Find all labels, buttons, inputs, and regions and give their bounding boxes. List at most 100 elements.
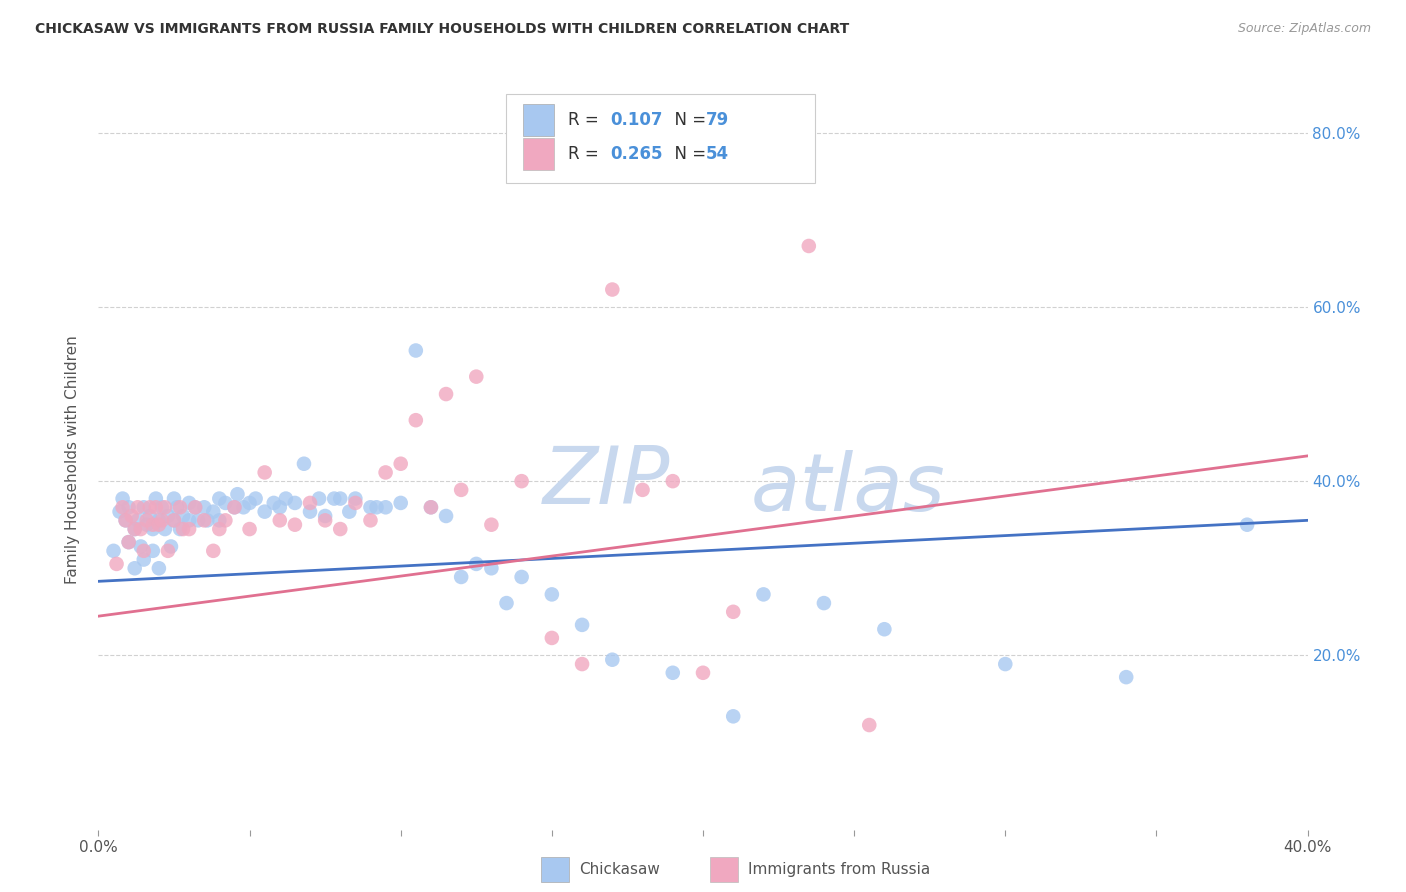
Point <box>374 500 396 515</box>
Point <box>139 500 162 515</box>
Point <box>873 622 896 636</box>
Point <box>571 618 593 632</box>
Point <box>723 709 745 723</box>
Point <box>540 631 562 645</box>
Point <box>179 496 201 510</box>
Point <box>202 544 225 558</box>
Point <box>239 522 262 536</box>
Point <box>495 596 517 610</box>
Y-axis label: Family Households with Children: Family Households with Children <box>65 335 80 583</box>
Point <box>299 505 322 519</box>
Point <box>187 513 209 527</box>
Point <box>797 239 820 253</box>
Point <box>129 522 152 536</box>
Point <box>111 500 134 515</box>
Point <box>253 505 276 519</box>
Point <box>118 500 141 515</box>
Point <box>269 500 291 515</box>
Point <box>752 587 775 601</box>
Point <box>148 517 170 532</box>
Point <box>389 496 412 510</box>
Point <box>142 544 165 558</box>
Point <box>434 387 457 401</box>
Point <box>111 491 134 506</box>
Point <box>132 500 155 515</box>
Point <box>148 561 170 575</box>
Point <box>510 570 533 584</box>
Point <box>202 505 225 519</box>
Point <box>208 491 231 506</box>
Text: N =: N = <box>664 112 711 129</box>
Point <box>150 513 173 527</box>
Point <box>103 544 125 558</box>
Point <box>121 508 143 523</box>
Point <box>994 657 1017 671</box>
Point <box>163 513 186 527</box>
Text: ZIP: ZIP <box>543 442 669 521</box>
Point <box>172 522 194 536</box>
Point <box>105 557 128 571</box>
Text: Immigrants from Russia: Immigrants from Russia <box>748 863 931 877</box>
Point <box>360 500 382 515</box>
Point <box>1115 670 1137 684</box>
Point <box>540 587 562 601</box>
Point <box>208 513 231 527</box>
Point <box>510 474 533 488</box>
Point <box>108 505 131 519</box>
Point <box>148 513 170 527</box>
Point <box>481 561 503 575</box>
Point <box>193 513 215 527</box>
Point <box>224 500 246 515</box>
Point <box>344 491 367 506</box>
Point <box>135 513 157 527</box>
Point <box>465 557 488 571</box>
Point <box>366 500 388 515</box>
Point <box>284 496 307 510</box>
Point <box>692 665 714 680</box>
Point <box>631 483 654 497</box>
Point <box>226 487 249 501</box>
Point <box>127 500 149 515</box>
Point <box>118 535 141 549</box>
Point <box>405 413 427 427</box>
Point <box>132 544 155 558</box>
Point <box>195 513 218 527</box>
Point <box>118 535 141 549</box>
Text: 54: 54 <box>706 145 728 163</box>
Point <box>132 552 155 566</box>
Point <box>232 500 254 515</box>
Point <box>184 500 207 515</box>
Point <box>360 513 382 527</box>
Point <box>314 513 336 527</box>
Point <box>142 517 165 532</box>
Point <box>299 496 322 510</box>
Text: atlas: atlas <box>751 450 945 528</box>
Point <box>450 570 472 584</box>
Point <box>323 491 346 506</box>
Point <box>269 513 291 527</box>
Point <box>114 513 136 527</box>
Point <box>858 718 880 732</box>
Point <box>224 500 246 515</box>
Point <box>420 500 443 515</box>
Point <box>389 457 412 471</box>
Point <box>114 513 136 527</box>
Point <box>284 517 307 532</box>
Point <box>124 522 146 536</box>
Point <box>602 653 624 667</box>
Point <box>172 508 194 523</box>
Point <box>329 522 352 536</box>
Point <box>239 496 262 510</box>
Point <box>661 665 683 680</box>
Text: Source: ZipAtlas.com: Source: ZipAtlas.com <box>1237 22 1371 36</box>
Point <box>314 508 336 523</box>
Point <box>245 491 267 506</box>
Point <box>214 496 236 510</box>
Point <box>374 466 396 480</box>
Point <box>163 513 186 527</box>
Point <box>329 491 352 506</box>
Text: 0.107: 0.107 <box>610 112 662 129</box>
Point <box>150 500 173 515</box>
Point <box>434 508 457 523</box>
Point <box>308 491 330 506</box>
